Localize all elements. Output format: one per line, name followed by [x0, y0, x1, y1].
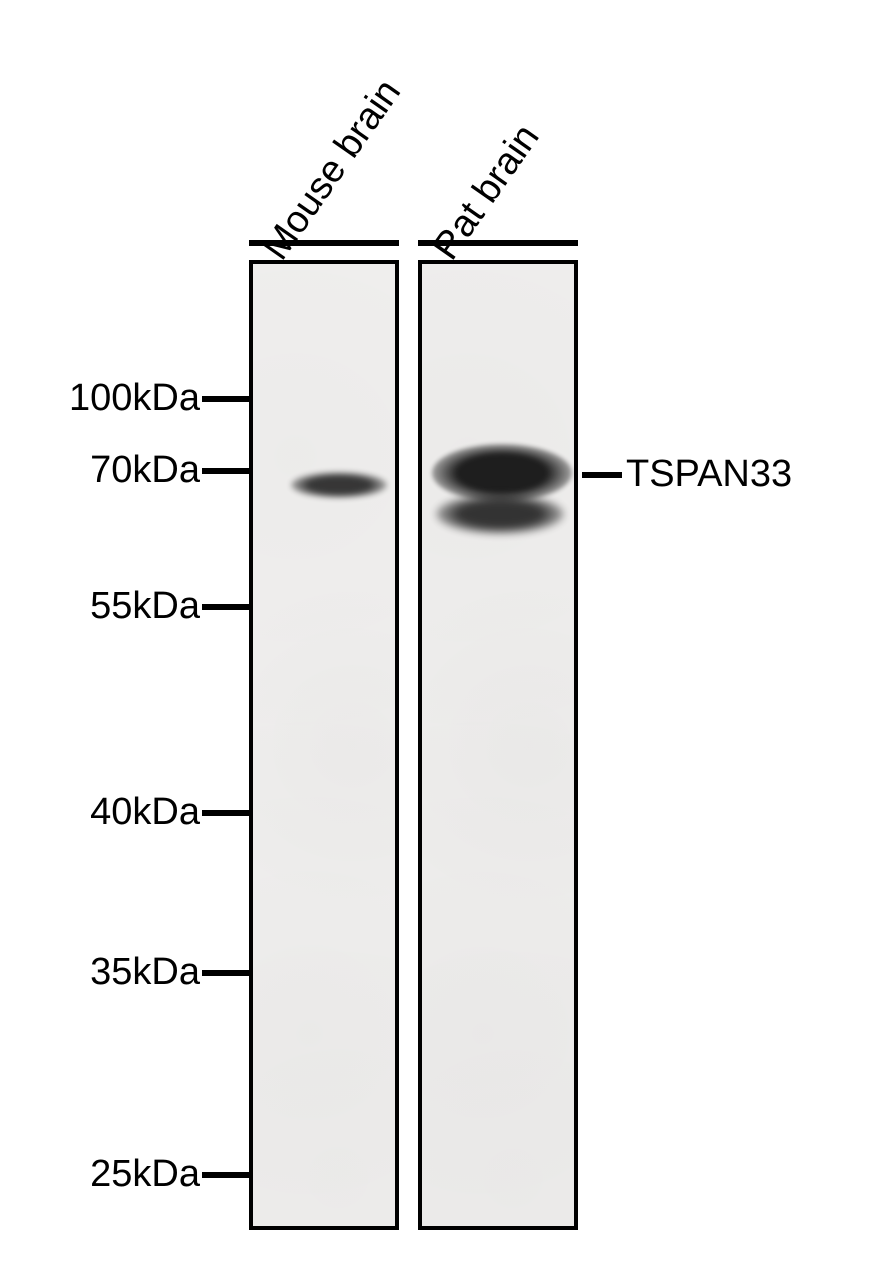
- mw-marker-35kDa: 35kDa: [30, 951, 252, 994]
- mw-marker-70kDa: 70kDa: [30, 449, 252, 492]
- mw-tick-3: [202, 810, 252, 816]
- mw-label-0: 100kDa: [30, 377, 200, 420]
- mw-tick-1: [202, 468, 252, 474]
- protein-tick: [582, 472, 622, 478]
- mw-label-2: 55kDa: [30, 585, 200, 628]
- mw-marker-55kDa: 55kDa: [30, 585, 252, 628]
- band-lane1-1: [291, 472, 387, 498]
- western-blot-figure: Mouse brain Rat brain 100kDa 70kDa 55kDa 40…: [0, 0, 896, 1280]
- mw-tick-2: [202, 604, 252, 610]
- mw-marker-25kDa: 25kDa: [30, 1153, 252, 1196]
- blot-lane-2: [418, 260, 578, 1230]
- mw-tick-4: [202, 970, 252, 976]
- mw-tick-0: [202, 396, 252, 402]
- mw-label-3: 40kDa: [30, 791, 200, 834]
- lane-underline-2: [418, 240, 578, 246]
- protein-label: TSPAN33: [626, 453, 792, 496]
- mw-label-1: 70kDa: [30, 449, 200, 492]
- blot-bg-1: [253, 264, 395, 1226]
- mw-label-4: 35kDa: [30, 951, 200, 994]
- lane-underline-1: [249, 240, 399, 246]
- mw-tick-5: [202, 1172, 252, 1178]
- lane-label-1: Mouse brain: [255, 72, 410, 268]
- blot-bg-2: [422, 264, 574, 1226]
- band-lane2-2: [436, 494, 564, 534]
- blot-lane-1: [249, 260, 399, 1230]
- mw-marker-100kDa: 100kDa: [30, 377, 252, 420]
- mw-label-5: 25kDa: [30, 1153, 200, 1196]
- mw-marker-40kDa: 40kDa: [30, 791, 252, 834]
- lane-labels-area: Mouse brain Rat brain: [0, 0, 896, 260]
- protein-marker: TSPAN33: [582, 453, 792, 496]
